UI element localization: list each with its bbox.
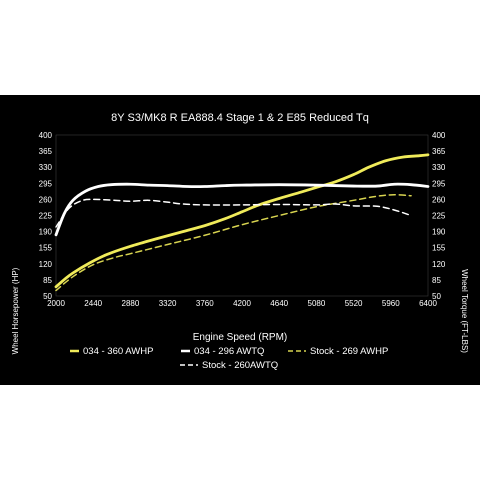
y-tick-left-label: 400: [39, 131, 53, 140]
y-tick-left-label: 50: [43, 292, 52, 301]
x-tick-label: 2440: [84, 299, 102, 308]
x-tick-label: 2880: [122, 299, 140, 308]
y-tick-right-label: 50: [432, 292, 441, 301]
y-tick-left-label: 155: [39, 244, 53, 253]
plot-border: [55, 134, 429, 297]
y-tick-left-label: 295: [39, 179, 53, 188]
legend-label-034-awtq: 034 - 296 AWTQ: [194, 346, 264, 357]
series-layer: [54, 153, 430, 292]
x-axis-ticks: 2000 2440 2880 3320 3760 4200 4640 5080 5520 5960…: [47, 299, 437, 308]
x-tick-label: 3320: [159, 299, 177, 308]
y-tick-right-label: 400: [432, 131, 446, 140]
y-tick-left-label: 260: [39, 195, 53, 204]
y-tick-right-label: 225: [432, 212, 446, 221]
series-stock-awtq-line: [55, 198, 412, 228]
legend-item-stock-awtq: Stock - 260AWTQ: [180, 360, 278, 371]
series-034-awtq-line: [54, 182, 430, 237]
plot-area: [55, 134, 429, 297]
chart-frame: 8Y S3/MK8 R EA888.4 Stage 1 & 2 E85 Redu…: [0, 95, 480, 385]
dyno-line-chart: 8Y S3/MK8 R EA888.4 Stage 1 & 2 E85 Redu…: [11, 112, 469, 371]
chart-title: 8Y S3/MK8 R EA888.4 Stage 1 & 2 E85 Redu…: [111, 112, 369, 124]
legend-label-stock-awhp: Stock - 269 AWHP: [310, 346, 388, 357]
y-tick-right-label: 260: [432, 195, 446, 204]
y-tick-left-label: 120: [39, 260, 53, 269]
legend-label-034-awhp: 034 - 360 AWHP: [83, 346, 153, 357]
y-tick-right-label: 85: [432, 276, 441, 285]
series-stock-awhp-line: [55, 194, 412, 292]
y-axis-left-label: Wheel Horsepower (HP): [11, 267, 20, 354]
x-tick-label: 4640: [270, 299, 288, 308]
legend: 034 - 360 AWHP 034 - 296 AWTQ Stock - 26…: [70, 346, 388, 371]
y-axis-left-ticks: 50 85 120 155 190 225 260 295 330 365 400: [39, 131, 53, 301]
x-tick-label: 3760: [196, 299, 214, 308]
x-tick-label: 5080: [308, 299, 326, 308]
y-tick-left-label: 85: [43, 276, 52, 285]
y-tick-left-label: 330: [39, 163, 53, 172]
y-tick-right-label: 120: [432, 260, 446, 269]
legend-label-stock-awtq: Stock - 260AWTQ: [202, 360, 278, 371]
legend-item-034-awtq: 034 - 296 AWTQ: [181, 346, 264, 357]
y-tick-left-label: 225: [39, 212, 53, 221]
y-tick-right-label: 190: [432, 228, 446, 237]
x-tick-label: 6400: [419, 299, 437, 308]
legend-item-034-awhp: 034 - 360 AWHP: [70, 346, 153, 357]
y-tick-left-label: 365: [39, 147, 53, 156]
x-tick-label: 2000: [47, 299, 65, 308]
x-tick-label: 5960: [382, 299, 400, 308]
y-tick-right-label: 155: [432, 244, 446, 253]
series-034-awhp-line: [54, 153, 430, 289]
y-tick-right-label: 295: [432, 179, 446, 188]
y-axis-right-label: Wheel Torque (FT-LBS): [460, 269, 469, 353]
x-axis-label: Engine Speed (RPM): [193, 332, 288, 343]
y-tick-right-label: 365: [432, 147, 446, 156]
x-tick-label: 4200: [233, 299, 251, 308]
x-tick-label: 5520: [345, 299, 363, 308]
legend-item-stock-awhp: Stock - 269 AWHP: [288, 346, 388, 357]
y-tick-left-label: 190: [39, 228, 53, 237]
y-tick-right-label: 330: [432, 163, 446, 172]
y-axis-right-ticks: 50 85 120 155 190 225 260 295 330 365 400: [432, 131, 446, 301]
